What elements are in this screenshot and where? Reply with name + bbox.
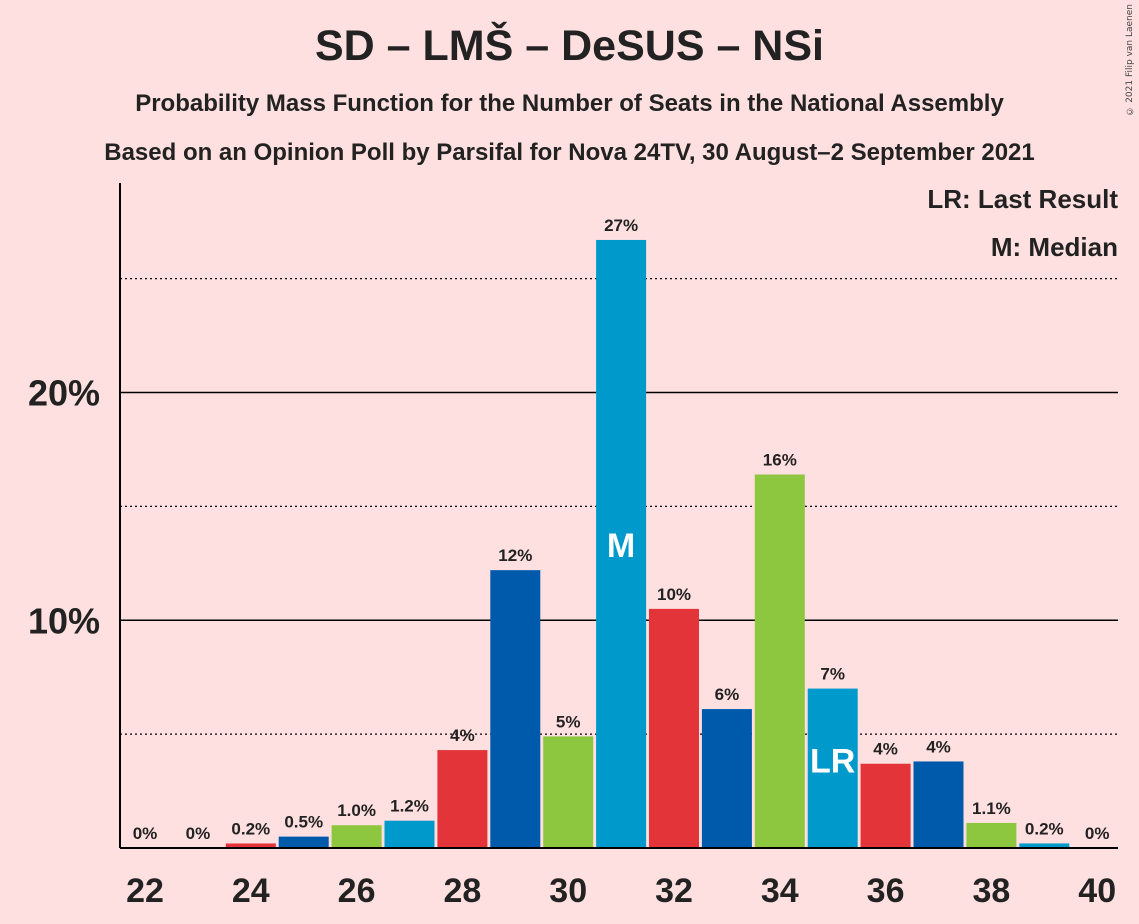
bar-26 bbox=[331, 825, 382, 848]
bar-markers: M LR bbox=[607, 527, 855, 780]
bar-25 bbox=[278, 836, 329, 848]
bar-29 bbox=[490, 570, 541, 848]
last-result-marker: LR bbox=[810, 742, 855, 780]
bar-32 bbox=[649, 608, 699, 848]
bar-label-32: 10% bbox=[657, 585, 691, 604]
bar-27 bbox=[384, 820, 435, 848]
bar-label-30: 5% bbox=[556, 712, 581, 731]
bar-label-36: 4% bbox=[873, 740, 898, 759]
bar-39 bbox=[1019, 843, 1070, 848]
tick-labels: 22 24 26 28 30 32 34 36 38 40 10% 20% bbox=[28, 373, 1116, 910]
legend-last-result: LR: Last Result bbox=[927, 184, 1118, 214]
bar-label-23: 0% bbox=[186, 824, 211, 843]
bar-38 bbox=[966, 822, 1017, 848]
x-tick-label-28: 28 bbox=[443, 872, 481, 910]
bar-label-26: 1.0% bbox=[337, 801, 376, 820]
chart-subtitle: Probability Mass Function for the Number… bbox=[135, 90, 1004, 117]
bar-label-34: 16% bbox=[763, 451, 797, 470]
bar-label-38: 1.1% bbox=[972, 799, 1011, 818]
bar-value-labels: 0% 0% 0.2% 0.5% 1.0% 1.2% 4% 12% 5% 27% 10% 6% 16% 7%… bbox=[133, 216, 1110, 843]
bar-label-31: 27% bbox=[604, 216, 638, 235]
x-tick-label-26: 26 bbox=[338, 872, 376, 910]
bar-33 bbox=[701, 709, 752, 848]
bar-35 bbox=[807, 688, 858, 848]
bar-30 bbox=[543, 736, 594, 848]
bar-label-40: 0% bbox=[1085, 824, 1110, 843]
bar-label-28: 4% bbox=[450, 726, 475, 745]
bar-label-24: 0.2% bbox=[231, 819, 270, 838]
x-tick-label-22: 22 bbox=[126, 872, 164, 910]
bar-label-33: 6% bbox=[715, 685, 740, 704]
x-tick-label-40: 40 bbox=[1078, 872, 1116, 910]
bar-34 bbox=[754, 474, 805, 848]
y-tick-label-20%: 20% bbox=[28, 373, 100, 414]
x-tick-label-36: 36 bbox=[867, 872, 905, 910]
x-tick-label-34: 34 bbox=[761, 872, 799, 910]
bar-28 bbox=[437, 750, 488, 848]
y-tick-label-10%: 10% bbox=[28, 600, 100, 641]
x-tick-label-38: 38 bbox=[972, 872, 1010, 910]
bar-label-27: 1.2% bbox=[390, 797, 429, 816]
x-tick-label-30: 30 bbox=[549, 872, 587, 910]
median-marker: M bbox=[607, 527, 635, 565]
bar-label-29: 12% bbox=[498, 546, 532, 565]
axes bbox=[119, 183, 1118, 849]
bar-label-35: 7% bbox=[820, 665, 845, 684]
x-tick-label-24: 24 bbox=[232, 872, 270, 910]
bar-31 bbox=[596, 239, 647, 848]
x-tick-label-32: 32 bbox=[655, 872, 693, 910]
bar-label-37: 4% bbox=[926, 737, 951, 756]
bar-37 bbox=[913, 761, 964, 848]
legend-median: M: Median bbox=[990, 232, 1118, 262]
bar-label-25: 0.5% bbox=[284, 813, 323, 832]
bar-24 bbox=[225, 843, 276, 848]
bars bbox=[225, 239, 1070, 848]
chart-source-line: Based on an Opinion Poll by Parsifal for… bbox=[104, 139, 1035, 166]
bar-36 bbox=[860, 763, 911, 848]
bar-label-22: 0% bbox=[133, 824, 158, 843]
chart-title: SD – LMŠ – DeSUS – NSi bbox=[315, 22, 824, 70]
bar-label-39: 0.2% bbox=[1025, 819, 1064, 838]
